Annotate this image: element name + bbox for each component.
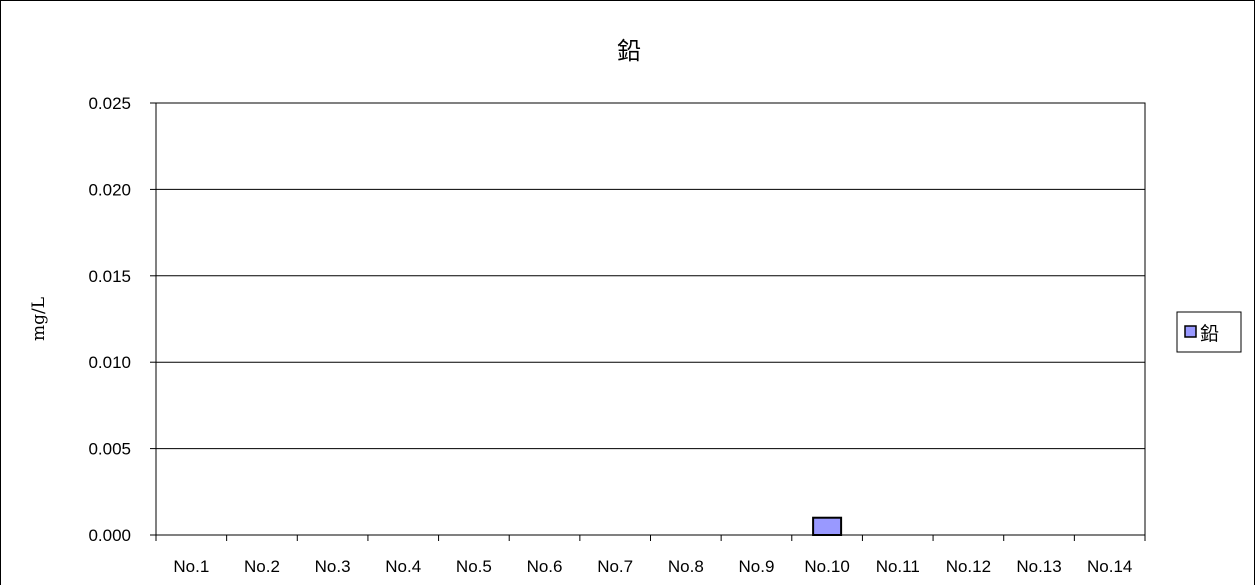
x-tick-label: No.7 (597, 557, 633, 576)
x-tick-label: No.6 (527, 557, 563, 576)
x-tick-label: No.3 (315, 557, 351, 576)
x-tick-label: No.11 (876, 557, 920, 576)
chart-title: 鉛 (617, 37, 641, 65)
x-tick-label: No.13 (1016, 557, 1061, 576)
x-tick-label: No.2 (244, 557, 280, 576)
x-tick-label: No.12 (946, 557, 991, 576)
legend-entry-label: 鉛 (1200, 323, 1219, 345)
x-tick-label: No.10 (804, 557, 849, 576)
y-tick-label: 0.015 (88, 267, 131, 286)
x-tick-label: No.9 (739, 557, 775, 576)
legend: 鉛 (1176, 311, 1242, 353)
x-tick-label: No.1 (173, 557, 209, 576)
x-tick-label: No.5 (456, 557, 492, 576)
bars (812, 516, 843, 536)
y-tick-label: 0.010 (88, 353, 131, 372)
y-tick-label: 0.025 (88, 94, 131, 113)
y-tick-label: 0.005 (88, 440, 131, 459)
x-tick-label: No.8 (668, 557, 704, 576)
plot-border (155, 102, 1146, 536)
x-axis-ticks: No.1 No.2 No.3 No.4 No.5 No.6 No.7 No.8 No.9 No.1… (155, 535, 1146, 576)
x-tick-label: No.4 (385, 557, 421, 576)
gridlines (156, 102, 1145, 536)
legend-swatch (1184, 325, 1197, 338)
y-axis-label: mg/L (29, 297, 49, 341)
bar (812, 516, 843, 536)
y-tick-label: 0.000 (88, 526, 131, 545)
y-tick-label: 0.020 (88, 180, 131, 199)
x-tick-label: No.14 (1087, 557, 1132, 576)
y-axis-ticks: 0.000 0.005 0.010 0.015 0.020 0.025 (88, 94, 156, 545)
